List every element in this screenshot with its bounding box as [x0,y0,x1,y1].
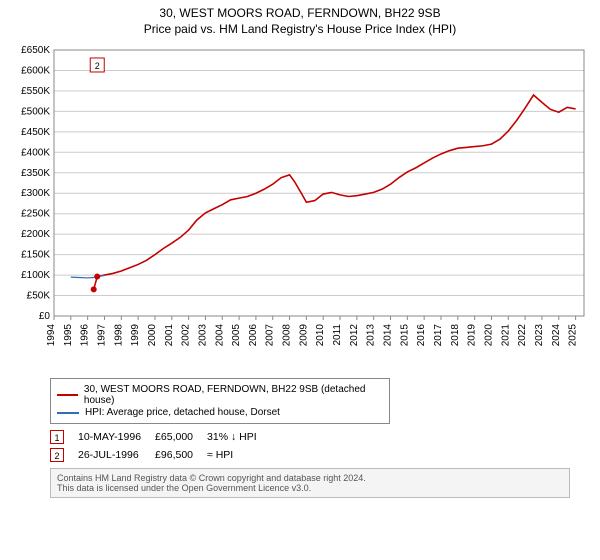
legend-label: 30, WEST MOORS ROAD, FERNDOWN, BH22 9SB … [84,384,383,406]
svg-text:£200K: £200K [21,229,50,240]
svg-text:£400K: £400K [21,147,50,158]
svg-text:£600K: £600K [21,65,50,76]
legend-swatch [57,394,78,396]
svg-text:2005: 2005 [231,324,242,347]
svg-text:£500K: £500K [21,106,50,117]
event-date: 26-JUL-1996 [78,446,155,464]
svg-text:2014: 2014 [383,324,394,347]
svg-text:£650K: £650K [21,45,50,56]
event-pct: ≈ HPI [207,446,271,464]
svg-text:£250K: £250K [21,209,50,220]
svg-text:2007: 2007 [265,324,276,347]
svg-text:2018: 2018 [450,324,461,347]
chart-subtitle: Price paid vs. HM Land Registry's House … [8,22,592,36]
svg-text:1998: 1998 [113,324,124,347]
svg-text:2010: 2010 [315,324,326,347]
svg-text:2004: 2004 [214,324,225,347]
footer-line-1: Contains HM Land Registry data © Crown c… [57,473,563,483]
svg-text:1995: 1995 [63,324,74,347]
event-id-box: 2 [50,448,64,462]
event-price: £65,000 [155,428,207,446]
chart-area: £0 £50K £100K £150K £200K £250K £300K £350K £400… [8,42,592,372]
svg-text:2025: 2025 [568,324,579,347]
svg-text:1997: 1997 [96,324,107,347]
legend-swatch [57,412,79,414]
svg-text:2: 2 [95,61,100,71]
svg-text:2023: 2023 [534,324,545,347]
legend-item: HPI: Average price, detached house, Dors… [57,407,383,418]
event-marker: 2 [90,58,104,72]
svg-text:2022: 2022 [517,324,528,347]
svg-text:1996: 1996 [80,324,91,347]
event-pct: 31% ↓ HPI [207,428,271,446]
svg-text:2016: 2016 [416,324,427,347]
price-chart-svg: £0 £50K £100K £150K £200K £250K £300K £350K £400… [8,42,592,372]
footer-attribution: Contains HM Land Registry data © Crown c… [50,468,570,498]
legend-item: 30, WEST MOORS ROAD, FERNDOWN, BH22 9SB … [57,384,383,406]
svg-text:2000: 2000 [147,324,158,347]
svg-text:£450K: £450K [21,127,50,138]
svg-text:2013: 2013 [366,324,377,347]
svg-text:£350K: £350K [21,168,50,179]
events-table: 1 10-MAY-1996£65,00031% ↓ HPI 2 26-JUL-1996… [50,428,271,464]
svg-text:2002: 2002 [181,324,192,347]
event-id-box: 1 [50,430,64,444]
svg-text:2021: 2021 [500,324,511,347]
svg-text:2017: 2017 [433,324,444,347]
svg-text:1999: 1999 [130,324,141,347]
svg-text:2009: 2009 [298,324,309,347]
svg-text:2012: 2012 [349,324,360,347]
event-date: 10-MAY-1996 [78,428,155,446]
svg-text:£50K: £50K [27,291,51,302]
chart-title: 30, WEST MOORS ROAD, FERNDOWN, BH22 9SB [8,6,592,20]
svg-text:2020: 2020 [483,324,494,347]
svg-text:£100K: £100K [21,270,50,281]
svg-text:£550K: £550K [21,86,50,97]
legend-label: HPI: Average price, detached house, Dors… [85,407,280,418]
price-marker [91,286,97,292]
event-row: 2 26-JUL-1996£96,500≈ HPI [50,446,271,464]
svg-text:2003: 2003 [197,324,208,347]
svg-text:1994: 1994 [46,324,57,347]
event-price: £96,500 [155,446,207,464]
svg-text:£0: £0 [39,311,51,322]
svg-text:2001: 2001 [164,324,175,347]
svg-text:2024: 2024 [551,324,562,347]
svg-text:2019: 2019 [467,324,478,347]
legend: 30, WEST MOORS ROAD, FERNDOWN, BH22 9SB … [50,378,390,424]
svg-text:£300K: £300K [21,188,50,199]
svg-text:2006: 2006 [248,324,259,347]
svg-text:2015: 2015 [399,324,410,347]
footer-line-2: This data is licensed under the Open Gov… [57,483,563,493]
price-marker [94,274,100,280]
svg-text:2011: 2011 [332,324,343,346]
event-row: 1 10-MAY-1996£65,00031% ↓ HPI [50,428,271,446]
svg-text:£150K: £150K [21,250,50,261]
svg-text:2008: 2008 [282,324,293,347]
